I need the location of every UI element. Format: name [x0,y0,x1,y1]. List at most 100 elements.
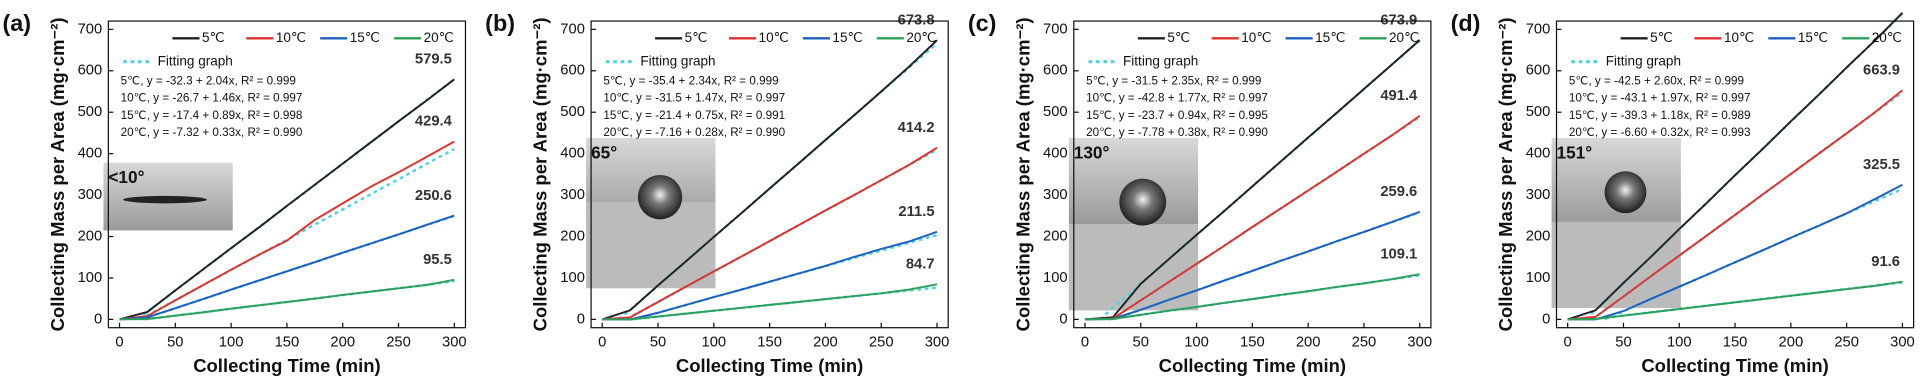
equation: 10℃, y = -26.7 + 1.46x, R² = 0.997 [121,92,303,105]
plot-frame [1073,20,1432,329]
x-tick-label: 250 [869,334,894,350]
end-label: 91.6 [1871,254,1900,270]
y-axis-label: Collecting Mass per Area (mg·cm⁻²) [1012,17,1033,331]
end-label: 742.1 [1863,0,1900,1]
legend-label: Fitting graph [158,53,233,68]
end-label: 259.6 [1380,184,1417,200]
x-tick-label: 150 [275,334,300,350]
data-line [1084,114,1421,321]
data-line [1084,210,1421,321]
y-tick-label: 300 [78,187,103,203]
end-label: 95.5 [423,252,452,268]
legend-label: 15℃ [832,30,862,45]
y-tick-label: 300 [1043,187,1068,203]
data-line [602,146,938,321]
panel-label: (a) [2,10,31,36]
legend-label: 5℃ [685,30,708,45]
x-tick-label: 100 [1667,334,1692,350]
y-axis-label: Collecting Mass per Area (mg·cm⁻²) [530,17,551,331]
x-tick-label: 200 [1296,334,1321,350]
data-line [119,214,455,321]
y-tick-label: 0 [1542,311,1550,327]
x-tick-label: 0 [1081,334,1089,350]
y-tick-label: 200 [560,228,585,244]
droplet [637,174,683,220]
panel-label: (b) [485,10,515,36]
x-tick-label: 200 [813,334,838,350]
x-tick-label: 150 [1723,334,1748,350]
y-axis-label: Collecting Mass per Area (mg·cm⁻²) [47,17,68,331]
legend-label: 20℃ [1389,30,1419,45]
x-tick-label: 100 [1184,334,1209,350]
x-tick-label: 0 [1564,334,1572,350]
x-tick-label: 150 [1240,334,1265,350]
x-tick-label: 300 [1890,334,1915,350]
y-tick-label: 200 [78,228,103,244]
y-tick-label: 100 [78,270,103,286]
legend-label: 5℃ [1650,30,1673,45]
y-tick-label: 500 [1526,104,1551,120]
inset-label: <10° [108,167,144,187]
equation: 10℃, y = -43.1 + 1.97x, R² = 0.997 [1569,92,1751,105]
inset-label: 130° [1074,143,1110,163]
legend-label: Fitting graph [1123,53,1198,68]
x-tick-label: 300 [925,334,950,350]
y-tick-label: 0 [94,311,102,327]
x-axis-label: Collecting Time (min) [1159,355,1346,376]
x-tick-label: 0 [598,334,606,350]
y-tick-label: 100 [560,270,585,286]
y-tick-label: 400 [1043,146,1068,162]
panel-label: (d) [1451,10,1481,36]
legend-label: 10℃ [759,30,789,45]
end-label: 414.2 [898,120,935,136]
end-label: 663.9 [1863,62,1900,78]
legend-label: 5℃ [1167,30,1190,45]
y-tick-label: 500 [78,104,103,120]
equation: 10℃, y = -31.5 + 1.47x, R² = 0.997 [603,92,785,105]
legend-label: Fitting graph [1606,53,1681,68]
equation: 20℃, y = -7.16 + 0.28x, R² = 0.990 [603,126,785,139]
legend-label: 15℃ [1315,30,1345,45]
end-label: 84.7 [906,257,935,273]
x-tick-label: 50 [1615,334,1631,350]
data-line [119,140,455,321]
equation: 15℃, y = -21.4 + 0.75x, R² = 0.991 [603,109,785,122]
droplet [1604,171,1647,214]
y-tick-label: 100 [1043,270,1068,286]
x-tick-label: 150 [757,334,782,350]
x-tick-label: 300 [442,334,467,350]
panel-label: (c) [968,10,997,36]
end-label: 429.4 [415,114,453,130]
equation: 15℃, y = -39.3 + 1.18x, R² = 0.989 [1569,109,1751,122]
legend-label: 20℃ [424,30,454,45]
x-tick-label: 50 [1133,334,1149,350]
substrate [1551,221,1681,308]
legend-label: 20℃ [1872,30,1902,45]
data-line [1567,183,1903,321]
data-line [602,283,938,321]
x-tick-label: 250 [1834,334,1859,350]
plot-frame [107,20,467,329]
end-label: 673.8 [898,12,935,28]
x-tick-label: 250 [386,334,411,350]
x-axis-label: Collecting Time (min) [676,355,863,376]
plot-frame [1555,20,1915,329]
y-tick-label: 600 [1043,63,1068,79]
equation: 5℃, y = -42.5 + 2.60x, R² = 0.999 [1569,74,1744,87]
legend-label: 15℃ [350,30,380,45]
y-tick-label: 700 [1526,21,1551,37]
legend-label: 20℃ [906,30,936,45]
legend-label: 15℃ [1798,30,1828,45]
equation: 15℃, y = -23.7 + 0.94x, R² = 0.995 [1086,109,1268,122]
legend-label: 10℃ [1724,30,1754,45]
equation: 5℃, y = -31.5 + 2.35x, R² = 0.999 [1086,74,1261,87]
y-tick-label: 500 [560,104,585,120]
x-tick-label: 200 [330,334,355,350]
y-axis-label: Collecting Mass per Area (mg·cm⁻²) [1495,17,1516,331]
end-label: 109.1 [1380,246,1417,262]
data-line [119,278,455,321]
equation: 20℃, y = -7.78 + 0.38x, R² = 0.990 [1086,126,1268,139]
y-tick-label: 300 [560,187,585,203]
